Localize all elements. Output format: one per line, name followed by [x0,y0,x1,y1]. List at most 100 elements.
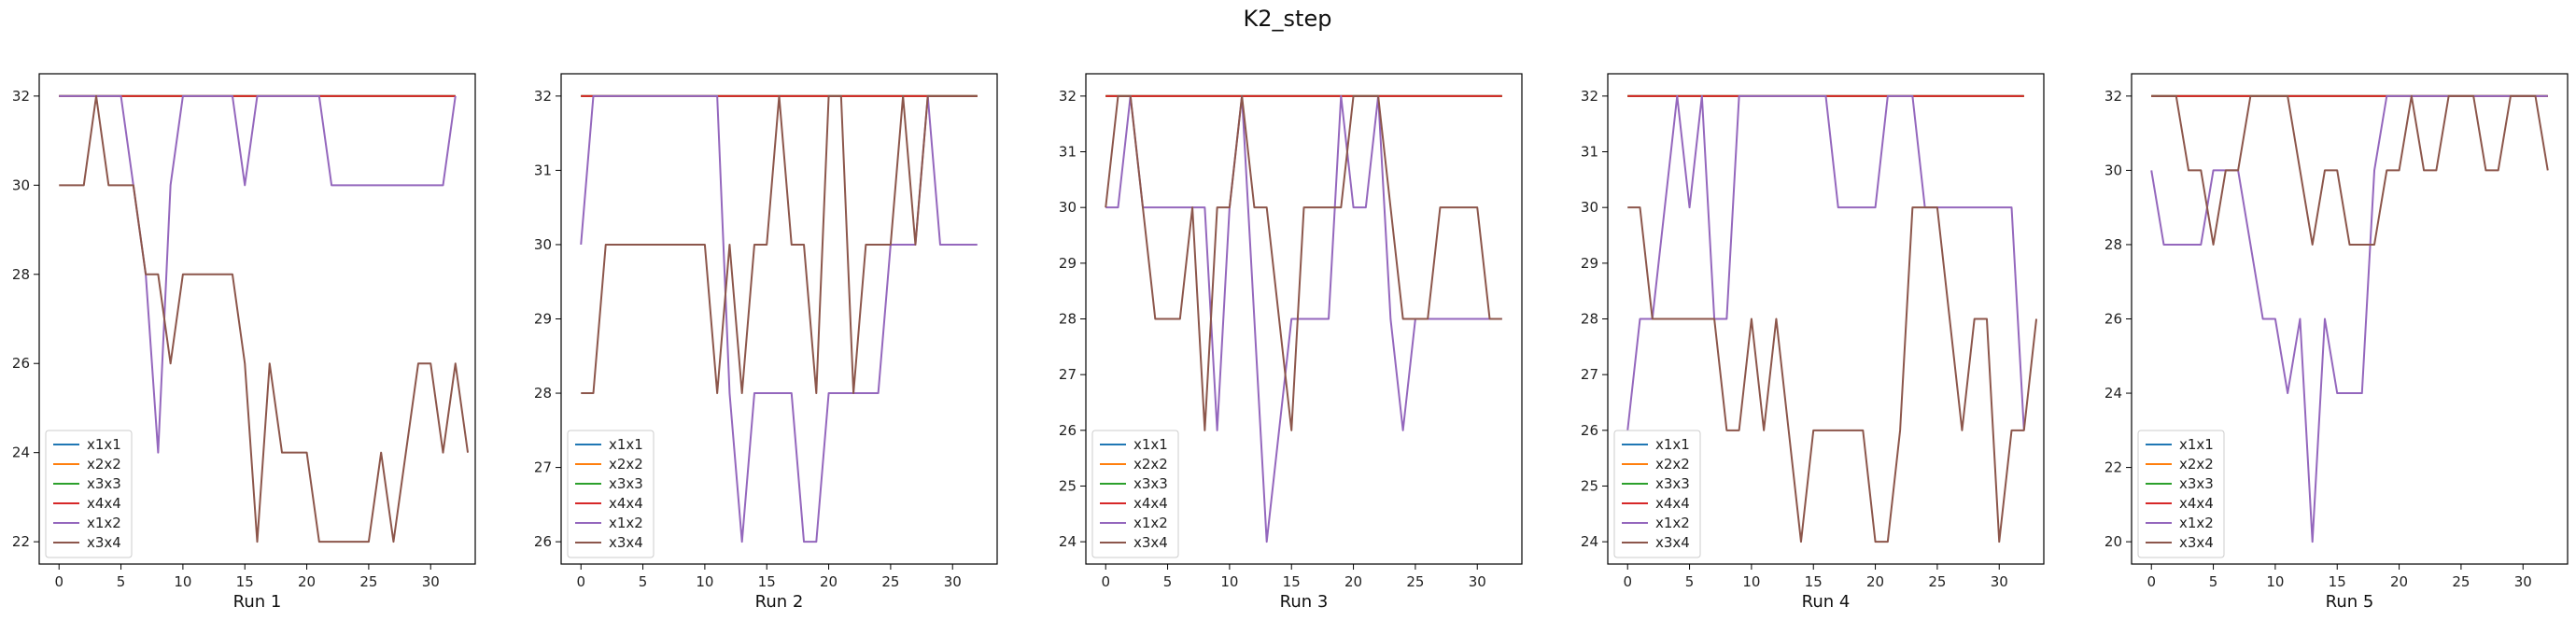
legend-entry-x4x4: x4x4 [1655,495,1690,512]
x-tick-label: 25 [881,573,899,590]
x-tick-label: 0 [1623,573,1632,590]
legend: x1x1 x2x2 x3x3 x4x4 x1x2 x3x4 [1613,430,1701,558]
legend: x1x1 x2x2 x3x3 x4x4 x1x2 x3x4 [2137,430,2225,558]
legend-entry-x1x2: x1x2 [2179,515,2214,531]
y-tick-label: 30 [1581,199,1598,216]
x-axis-label: Run 2 [755,592,804,612]
x-tick-label: 30 [944,573,962,590]
x-tick-label: 10 [696,573,713,590]
y-tick-label: 28 [2104,236,2122,253]
y-tick-label: 24 [2104,385,2122,402]
y-tick-label: 24 [12,445,30,461]
y-tick-label: 29 [1581,255,1598,272]
legend-entry-x1x1: x1x1 [1133,436,1168,453]
legend: x1x1 x2x2 x3x3 x4x4 x1x2 x3x4 [45,430,133,558]
y-tick-label: 26 [12,355,30,372]
x-tick-label: 10 [1220,573,1238,590]
y-tick-label: 28 [12,266,30,283]
y-tick-label: 28 [1581,311,1598,328]
x-tick-label: 20 [2390,573,2408,590]
y-tick-label: 32 [534,88,552,105]
series-line-x3x4 [59,94,470,543]
x-axis-label: Run 4 [1802,592,1851,612]
x-tick-label: 0 [1101,573,1110,590]
y-tick-label: 30 [1059,199,1077,216]
legend: x1x1 x2x2 x3x3 x4x4 x1x2 x3x4 [1091,430,1179,558]
y-tick-label: 26 [1581,422,1598,439]
x-tick-label: 5 [1163,573,1173,590]
x-tick-label: 15 [1805,573,1823,590]
y-tick-label: 32 [2104,88,2122,105]
x-tick-label: 25 [1406,573,1424,590]
y-tick-label: 27 [1059,366,1077,383]
x-tick-label: 15 [236,573,254,590]
y-tick-label: 24 [1581,533,1598,550]
x-axis-label: Run 1 [233,592,282,612]
legend-entry-x3x4: x3x4 [1655,534,1690,551]
y-tick-label: 26 [534,533,552,550]
legend-entry-x2x2: x2x2 [609,456,643,473]
y-tick-label: 20 [2104,533,2122,550]
legend-box [567,430,655,558]
y-tick-label: 30 [2104,162,2122,178]
y-tick-label: 25 [1581,477,1598,494]
legend-entry-x2x2: x2x2 [1133,456,1168,473]
y-tick-label: 30 [534,236,552,253]
x-tick-label: 15 [2329,573,2346,590]
legend-entry-x4x4: x4x4 [87,495,121,512]
x-tick-label: 5 [1685,573,1695,590]
x-tick-label: 20 [298,573,316,590]
axes-frame [38,73,476,565]
legend-box [1091,430,1179,558]
legend-entry-x3x4: x3x4 [2179,534,2214,551]
legend-entry-x4x4: x4x4 [1133,495,1168,512]
y-tick-label: 31 [1581,144,1598,161]
legend-box [1613,430,1701,558]
legend-entry-x3x4: x3x4 [609,534,643,551]
x-tick-label: 5 [117,573,126,590]
y-tick-label: 28 [1059,311,1077,328]
legend-box [45,430,133,558]
legend-entry-x1x2: x1x2 [609,515,643,531]
y-tick-label: 30 [12,176,30,193]
x-tick-label: 20 [820,573,838,590]
y-tick-label: 27 [534,459,552,476]
y-tick-label: 26 [2104,311,2122,328]
legend-entry-x3x4: x3x4 [1133,534,1168,551]
legend-entry-x1x2: x1x2 [87,515,121,531]
series-line-x1x2 [1626,94,2025,430]
x-tick-label: 0 [576,573,585,590]
series-line-x1x2 [59,94,457,454]
y-tick-label: 32 [1581,88,1598,105]
legend-entry-x1x1: x1x1 [2179,436,2214,453]
x-axis-label: Run 5 [2326,592,2374,612]
series-line-x3x4 [1105,94,1502,431]
x-tick-label: 30 [2514,573,2532,590]
y-tick-label: 22 [12,533,30,550]
subplot-run-1: 0 5 10 15 20 25 30 22 24 26 28 30 32 Run 1 x1x1 x2x2 x3x… [12,73,476,612]
y-tick-label: 32 [1059,88,1077,105]
legend-entry-x4x4: x4x4 [2179,495,2214,512]
x-tick-label: 15 [1283,573,1301,590]
legend-entry-x2x2: x2x2 [2179,456,2214,473]
x-tick-label: 30 [1991,573,2008,590]
legend-entry-x1x1: x1x1 [87,436,121,453]
x-tick-label: 25 [1928,573,1946,590]
y-tick-label: 25 [1059,477,1077,494]
legend-entry-x3x3: x3x3 [1133,475,1168,492]
legend-entry-x4x4: x4x4 [609,495,643,512]
legend-entry-x2x2: x2x2 [87,456,121,473]
x-tick-label: 20 [1344,573,1362,590]
series-line-x1x2 [2150,94,2548,543]
legend-entry-x3x3: x3x3 [87,475,121,492]
legend-entry-x3x3: x3x3 [2179,475,2214,492]
y-tick-label: 29 [534,311,552,328]
legend-box [2137,430,2225,558]
y-tick-label: 31 [1059,144,1077,161]
series-line-x1x2 [1105,94,1502,543]
